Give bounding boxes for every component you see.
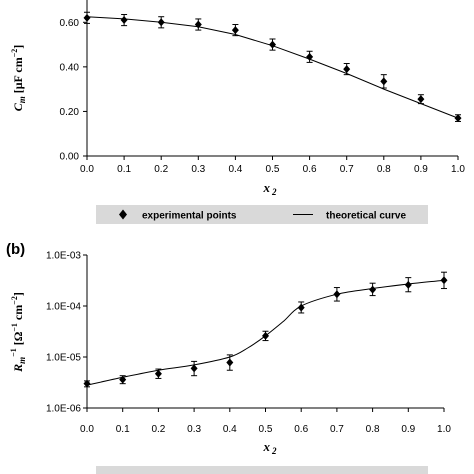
x-tick-label: 0.7: [330, 424, 344, 435]
x-tick-label: 0.1: [117, 164, 131, 175]
data-point: [226, 358, 234, 367]
y-tick-label: 1.0E-03: [46, 251, 81, 262]
y-tick-label: 0.60: [60, 18, 80, 29]
data-point: [262, 331, 269, 340]
data-point: [380, 77, 388, 86]
x-tick-label: 0.7: [340, 164, 354, 175]
x-tick-label: 0.9: [401, 424, 415, 435]
x-tick-label: 0.3: [187, 424, 201, 435]
x-tick-label: 0.3: [191, 164, 205, 175]
data-point: [333, 290, 341, 299]
y-tick-label: 1.0E-05: [46, 353, 81, 364]
data-point: [83, 379, 91, 388]
x-tick-label: 1.0: [437, 424, 451, 435]
data-point: [231, 26, 239, 35]
data-point: [440, 276, 448, 285]
data-point: [297, 303, 305, 312]
x-tick-label: 0.8: [366, 424, 380, 435]
data-point: [154, 369, 162, 378]
data-point: [404, 280, 412, 289]
data-point: [119, 375, 127, 384]
data-point: [369, 285, 377, 294]
top-chart-panel: 0.00 0.20 0.40 0.60 0.0 0.1 0.2 0.3 0.4 0.5 0.6 0.7…: [10, 0, 465, 197]
x-tick-label: 0.5: [266, 164, 280, 175]
top-legend-label-experimental: experimental points: [142, 211, 237, 222]
y-axis-title: Cm [μF cm−2]: [10, 45, 27, 112]
y-axis-title: Rm−1 [Ω−1 cm−2]: [9, 292, 27, 373]
y-tick-label: 1.0E-06: [46, 404, 81, 415]
bottom-legend: [96, 466, 428, 474]
x-tick-label: 0.1: [116, 424, 130, 435]
x-tick-label: 0.4: [228, 164, 242, 175]
theoretical-curve: [86, 16, 459, 119]
x-tick-label: 0.0: [80, 164, 94, 175]
data-point: [306, 52, 314, 61]
data-point: [194, 20, 202, 29]
x-tick-label: 0.0: [80, 424, 94, 435]
data-point: [343, 65, 351, 74]
panel-b-label: (b): [6, 241, 25, 258]
data-point: [83, 13, 91, 22]
top-legend-box: [96, 205, 428, 224]
data-point: [157, 18, 165, 27]
x-tick-label: 0.6: [294, 424, 308, 435]
top-legend-label-theoretical: theoretical curve: [326, 211, 406, 222]
data-point: [190, 364, 198, 373]
x-tick-label: 1.0: [451, 164, 465, 175]
data-point: [454, 114, 462, 123]
bottom-chart-panel: 1.0E-06 1.0E-05 1.0E-04 1.0E-03 0.0 0.1 0.2 0.3…: [9, 251, 451, 457]
x-tick-label: 0.4: [223, 424, 237, 435]
data-point: [417, 95, 425, 104]
x-tick-label: 0.8: [377, 164, 391, 175]
y-tick-label: 0.20: [60, 107, 80, 118]
top-legend: experimental points theoretical curve: [96, 205, 428, 224]
x-tick-label: 0.2: [151, 424, 165, 435]
y-tick-label: 1.0E-04: [46, 302, 81, 313]
x-tick-label: 0.9: [414, 164, 428, 175]
y-tick-label: 0.00: [60, 152, 80, 163]
y-tick-label: 0.40: [60, 62, 80, 73]
bottom-legend-box: [96, 466, 428, 474]
x-tick-label: 0.2: [154, 164, 168, 175]
x-tick-label: 0.6: [303, 164, 317, 175]
top-legend-marker: [119, 209, 127, 220]
data-point: [120, 16, 128, 25]
data-point: [269, 40, 276, 49]
x-tick-label: 0.5: [259, 424, 273, 435]
